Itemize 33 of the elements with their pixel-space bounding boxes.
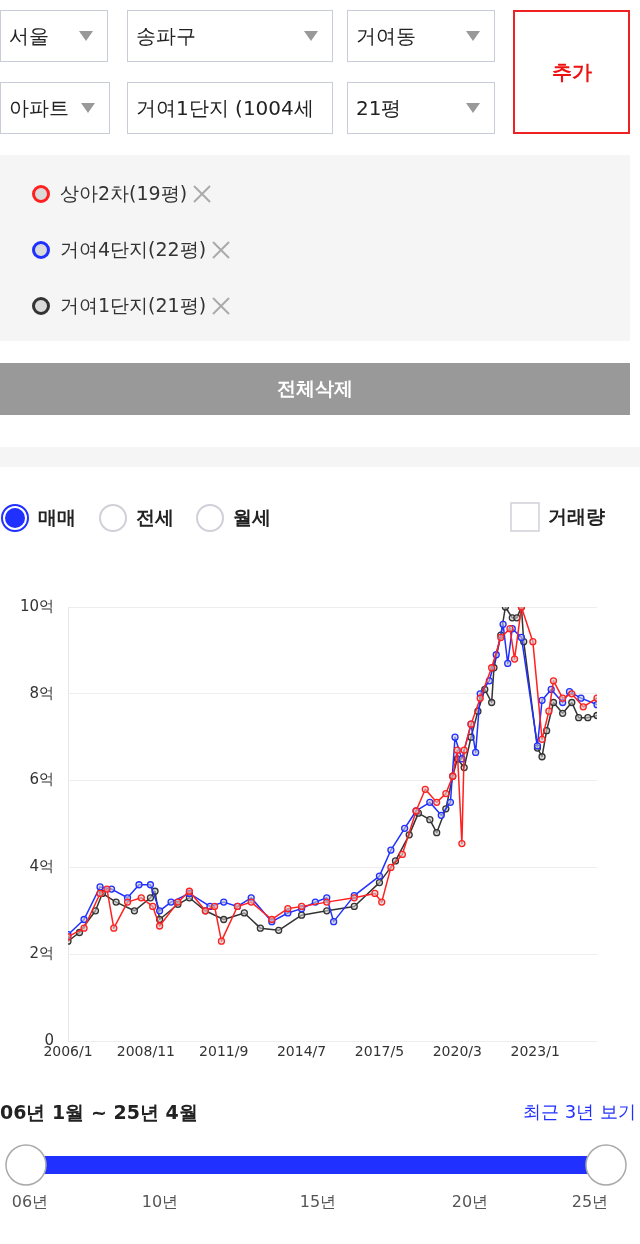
text: 20년 [450,1192,490,1213]
text: 월세 [233,505,271,530]
text: 추가 [513,10,630,134]
text: 10년 [140,1192,180,1213]
text: 06년 1월 ~ 25년 4월 [0,1100,198,1125]
text: 거여동 [356,24,416,48]
text: 25년 [570,1192,610,1213]
x-tick-label: 2020/3 [432,1043,482,1060]
text: 송파구 [136,24,196,48]
x-tick-label: 2023/1 [510,1043,560,1060]
x-tick-label: 2011/9 [199,1043,249,1060]
text: 21평 [356,96,402,120]
y-tick-label: 2억 [29,944,54,963]
y-tick-label: 8억 [29,683,54,702]
text: 거여1단지 (1004세 [136,96,314,120]
text: 거래량 [548,504,605,529]
text: 매매 [38,505,76,530]
legend-label: 거여1단지(21평) [60,293,207,318]
text: 전체삭제 [0,363,630,415]
x-tick-label: 2014/7 [276,1043,327,1060]
text: 서울 [9,24,49,48]
y-tick-label: 6억 [29,770,54,789]
text: 15년 [298,1192,338,1213]
text: 최근 3년 보기 [523,1100,636,1124]
x-tick-label: 2017/5 [354,1043,405,1060]
y-tick-label: 4억 [29,857,54,876]
text: 아파트 [9,96,69,120]
text: 전세 [136,505,174,530]
x-tick-label: 2008/11 [116,1043,175,1060]
legend-label: 상아2차(19평) [60,181,188,206]
legend-label: 거여4단지(22평) [60,237,207,262]
text: 06년 [10,1192,50,1213]
y-tick-label: 10억 [19,596,54,615]
